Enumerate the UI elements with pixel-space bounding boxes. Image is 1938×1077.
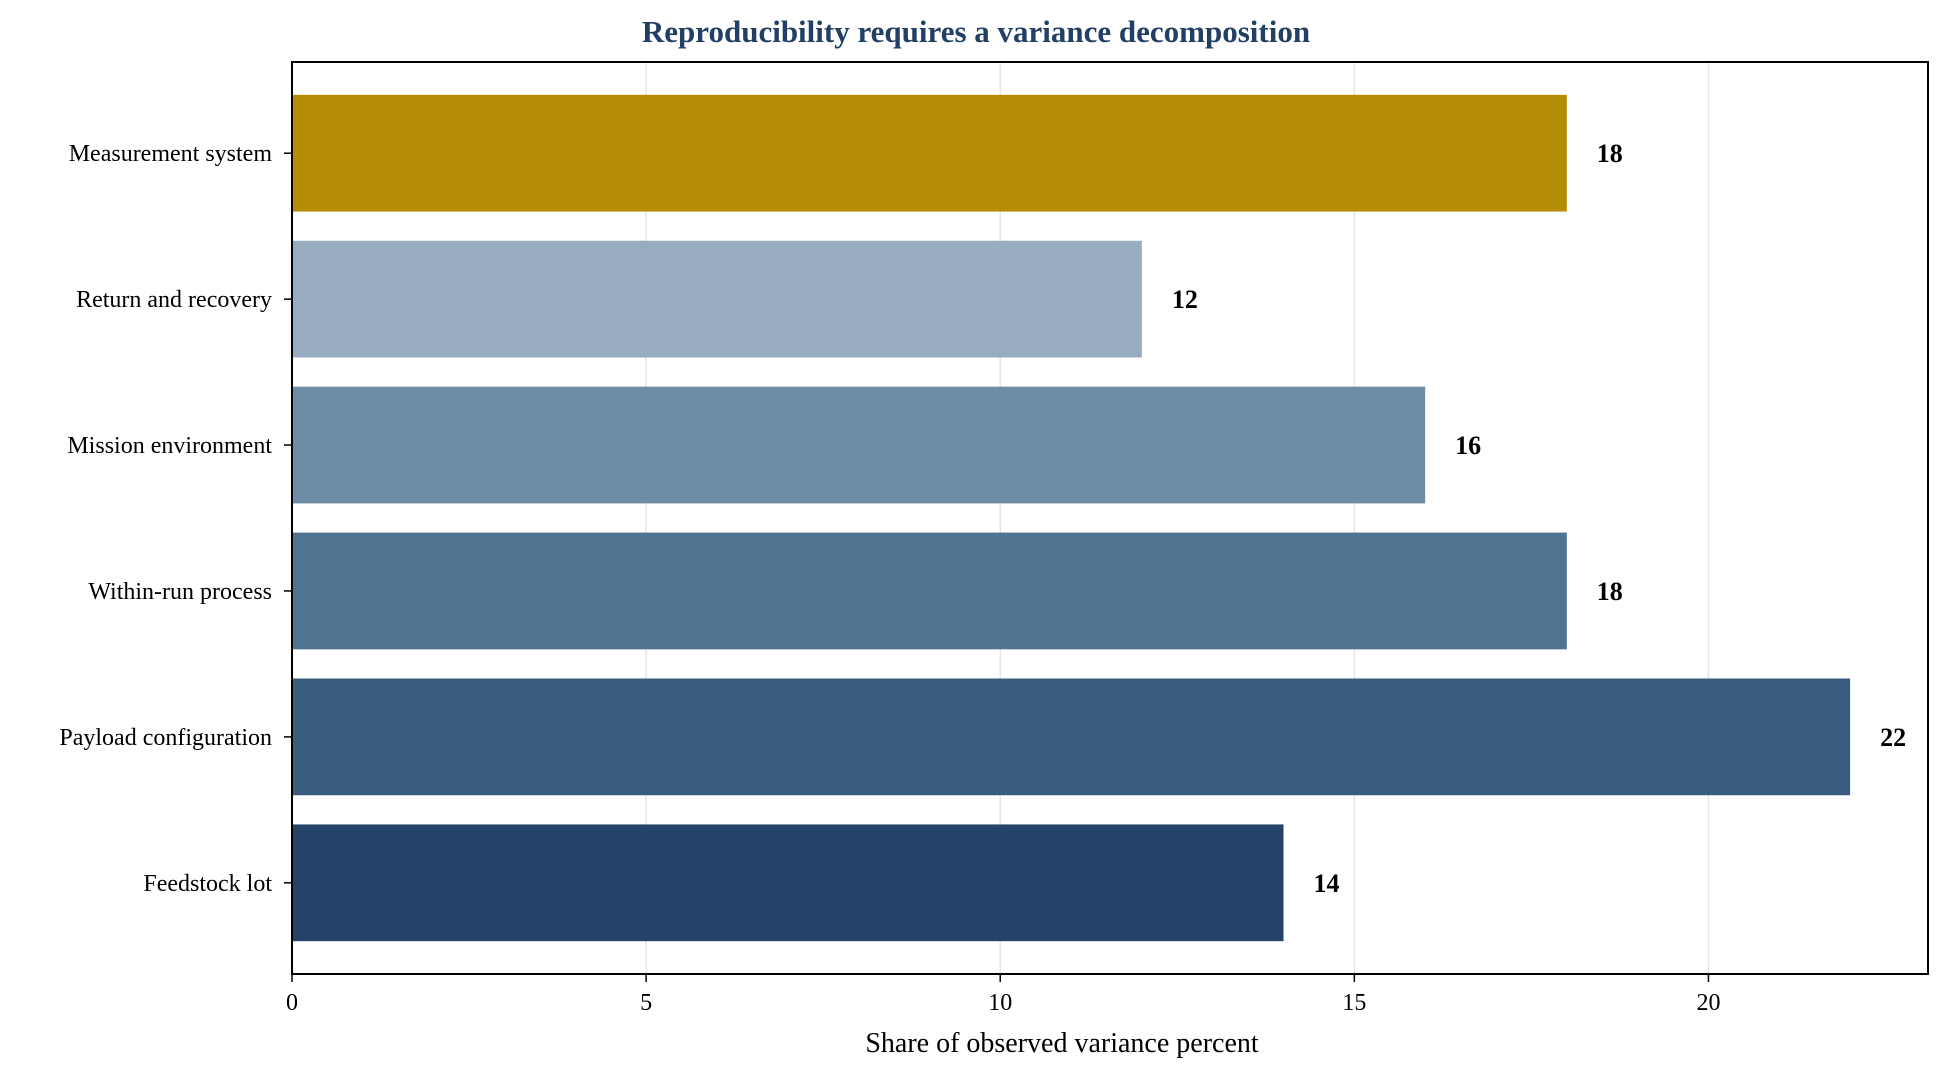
bar-value-label: 16 bbox=[1455, 431, 1481, 460]
bar-value-label: 14 bbox=[1314, 869, 1340, 898]
bar bbox=[292, 824, 1284, 942]
bar-value-label: 12 bbox=[1172, 285, 1198, 314]
x-tick-label: 15 bbox=[1342, 990, 1366, 1016]
bar bbox=[292, 532, 1567, 650]
x-tick-label: 20 bbox=[1696, 990, 1720, 1016]
y-tick-label: Payload configuration bbox=[59, 725, 272, 751]
bar-value-label: 18 bbox=[1597, 577, 1623, 606]
bar-value-label: 22 bbox=[1880, 723, 1906, 752]
y-tick-label: Return and recovery bbox=[76, 287, 272, 313]
x-tick-label: 0 bbox=[286, 990, 298, 1016]
plot-frame bbox=[291, 61, 1929, 975]
bar-value-label: 18 bbox=[1597, 139, 1623, 168]
bar bbox=[292, 678, 1851, 796]
x-axis-title: Share of observed variance percent bbox=[865, 1028, 1259, 1059]
bars bbox=[292, 94, 1851, 942]
y-tick-label: Mission environment bbox=[67, 433, 272, 459]
x-tick-label: 10 bbox=[988, 990, 1012, 1016]
bar bbox=[292, 386, 1426, 504]
y-tick-label: Within-run process bbox=[88, 579, 272, 605]
chart-title: Reproducibility requires a variance deco… bbox=[642, 14, 1310, 49]
y-axis: Feedstock lot Payload configuration Within… bbox=[59, 141, 292, 897]
bar bbox=[292, 240, 1142, 358]
y-tick-label: Feedstock lot bbox=[143, 871, 272, 897]
bar bbox=[292, 94, 1567, 212]
x-tick-label: 5 bbox=[640, 990, 652, 1016]
value-labels: 14 22 18 16 12 18 bbox=[1172, 139, 1906, 898]
x-axis: 0 5 10 15 20 bbox=[286, 974, 1720, 1016]
y-tick-label: Measurement system bbox=[69, 141, 273, 167]
